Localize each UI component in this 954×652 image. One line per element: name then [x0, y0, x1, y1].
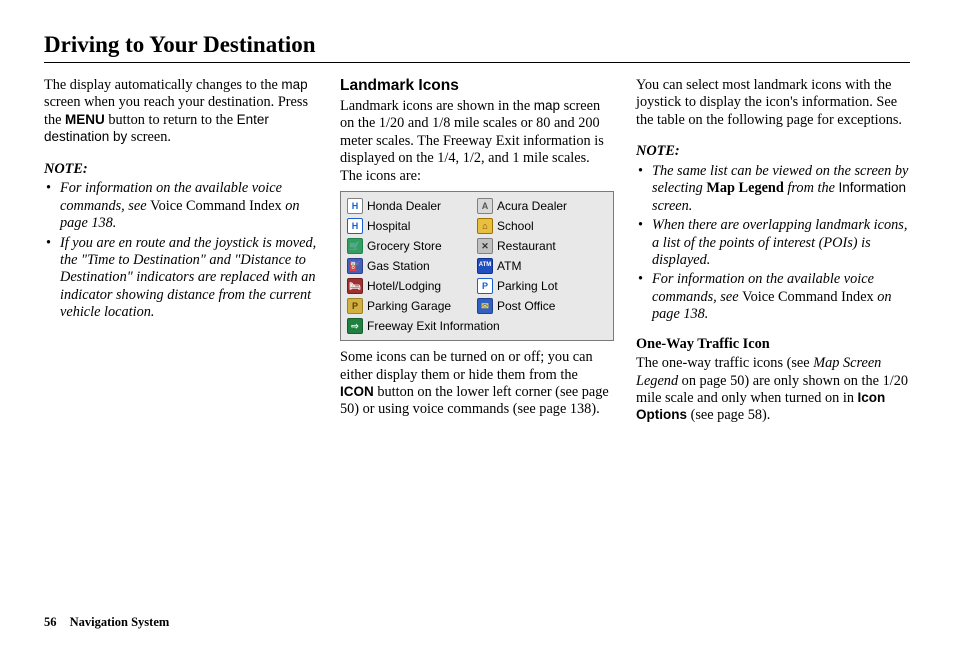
grocery-icon: 🛒: [347, 238, 363, 254]
col2-intro: Landmark icons are shown in the map scre…: [340, 98, 614, 185]
icon-cell: P Parking Lot: [477, 278, 607, 294]
icon-label: Parking Lot: [497, 279, 558, 294]
text: (see page 58).: [687, 407, 770, 423]
icon-label: School: [497, 219, 534, 234]
note-item: When there are overlapping landmark icon…: [636, 217, 910, 269]
text: The display automatically changes to the: [44, 77, 281, 93]
honda-dealer-icon: H: [347, 198, 363, 214]
icon-row: P Parking Garage ✉ Post Office: [347, 296, 607, 316]
icon-label: Post Office: [497, 299, 555, 314]
page-title: Driving to Your Destination: [44, 32, 910, 58]
text: button on the lower left corner (see pag…: [340, 384, 609, 417]
icon-label: Acura Dealer: [497, 199, 567, 214]
icon-cell: 🛏 Hotel/Lodging: [347, 278, 477, 294]
icon-label: ATM: [497, 259, 521, 274]
icon-label: Hotel/Lodging: [367, 279, 441, 294]
school-icon: ⌂: [477, 218, 493, 234]
icon-row: 🛒 Grocery Store ✕ Restaurant: [347, 236, 607, 256]
note-item: For information on the available voice c…: [44, 180, 318, 232]
text: Some icons can be turned on or off; you …: [340, 349, 593, 382]
gas-icon: ⛽: [347, 258, 363, 274]
text: Voice Command Index: [150, 198, 282, 214]
icon-cell: H Hospital: [347, 218, 477, 234]
parking-lot-icon: P: [477, 278, 493, 294]
page-number: 56: [44, 615, 57, 629]
text: button to return to the: [105, 112, 237, 128]
freeway-exit-icon: ⇨: [347, 318, 363, 334]
icon-cell: ✉ Post Office: [477, 298, 607, 314]
icon-cell: A Acura Dealer: [477, 198, 607, 214]
note-item: If you are en route and the joystick is …: [44, 235, 318, 322]
hospital-icon: H: [347, 218, 363, 234]
text: screen.: [127, 129, 171, 145]
icon-label: Gas Station: [367, 259, 430, 274]
text: from the: [784, 180, 839, 196]
icon-label: Grocery Store: [367, 239, 442, 254]
icon-cell: 🛒 Grocery Store: [347, 238, 477, 254]
col1-notes: For information on the available voice c…: [44, 180, 318, 322]
parking-garage-icon: P: [347, 298, 363, 314]
icon-label: Restaurant: [497, 239, 556, 254]
text: Information: [839, 180, 907, 195]
text: Landmark icons are shown in the: [340, 98, 534, 114]
icon-cell: P Parking Garage: [347, 298, 477, 314]
col3-notes: The same list can be viewed on the scree…: [636, 163, 910, 324]
icon-cell: ⇨ Freeway Exit Information: [347, 318, 607, 334]
icon-label: Hospital: [367, 219, 410, 234]
note-item: For information on the available voice c…: [636, 271, 910, 323]
col1-intro: The display automatically changes to the…: [44, 77, 318, 147]
text: The one-way traffic icons (see: [636, 355, 813, 371]
title-rule: [44, 62, 910, 63]
col2-outro: Some icons can be turned on or off; you …: [340, 349, 614, 419]
icon-label: Honda Dealer: [367, 199, 441, 214]
icon-label: Freeway Exit Information: [367, 319, 500, 334]
landmark-icon-table: H Honda Dealer A Acura Dealer H Hospital ⌂ Scho…: [340, 191, 614, 341]
text: Voice Command Index: [742, 289, 874, 305]
footer-section: Navigation System: [70, 615, 170, 629]
note-heading: NOTE:: [44, 161, 318, 178]
content-columns: The display automatically changes to the…: [44, 77, 910, 427]
landmark-icons-heading: Landmark Icons: [340, 77, 614, 96]
atm-icon: ATM: [477, 258, 493, 274]
text: Map Legend: [706, 180, 783, 196]
restaurant-icon: ✕: [477, 238, 493, 254]
one-way-heading: One-Way Traffic Icon: [636, 336, 910, 353]
icon-cell: ✕ Restaurant: [477, 238, 607, 254]
icon-label: ICON: [340, 384, 374, 399]
icon-cell: ⌂ School: [477, 218, 607, 234]
icon-row: H Hospital ⌂ School: [347, 216, 607, 236]
page-footer: 56 Navigation System: [44, 615, 169, 630]
post-office-icon: ✉: [477, 298, 493, 314]
icon-row: H Honda Dealer A Acura Dealer: [347, 196, 607, 216]
text: screen.: [652, 198, 692, 214]
col3-oneway: The one-way traffic icons (see Map Scree…: [636, 355, 910, 425]
acura-dealer-icon: A: [477, 198, 493, 214]
icon-cell: H Honda Dealer: [347, 198, 477, 214]
column-3: You can select most landmark icons with …: [636, 77, 910, 427]
map-label: map: [534, 98, 560, 113]
note-heading: NOTE:: [636, 143, 910, 160]
icon-cell: ATM ATM: [477, 258, 607, 274]
column-2: Landmark Icons Landmark icons are shown …: [340, 77, 614, 427]
icon-row: ⇨ Freeway Exit Information: [347, 316, 607, 336]
hotel-icon: 🛏: [347, 278, 363, 294]
col3-intro: You can select most landmark icons with …: [636, 77, 910, 129]
icon-row: 🛏 Hotel/Lodging P Parking Lot: [347, 276, 607, 296]
menu-label: MENU: [65, 112, 105, 127]
icon-row: ⛽ Gas Station ATM ATM: [347, 256, 607, 276]
column-1: The display automatically changes to the…: [44, 77, 318, 427]
icon-cell: ⛽ Gas Station: [347, 258, 477, 274]
note-item: The same list can be viewed on the scree…: [636, 163, 910, 215]
map-label: map: [281, 77, 307, 92]
icon-label: Parking Garage: [367, 299, 451, 314]
